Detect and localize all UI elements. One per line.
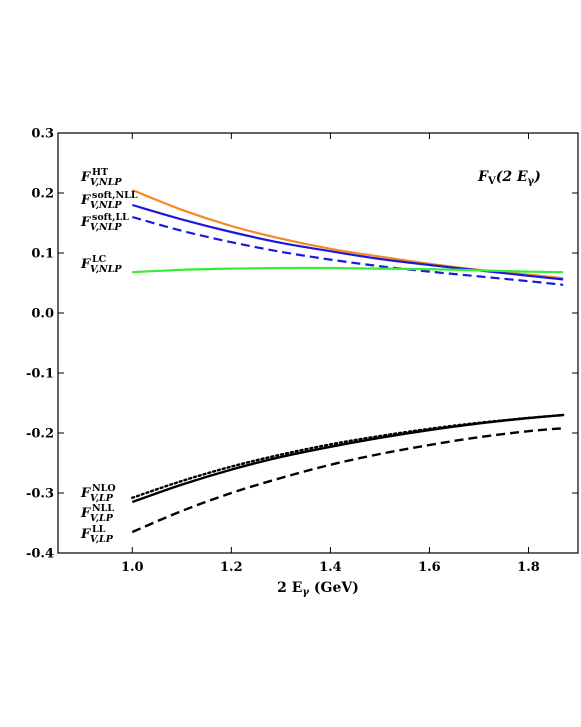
series-label-sub: V,NLP: [90, 200, 122, 211]
x-tick-label: 1.0: [121, 560, 144, 575]
x-axis-label: 2 Eγ (GeV): [277, 580, 359, 598]
y-tick-label: 0.3: [31, 127, 54, 142]
series-line-0: [131, 188, 564, 280]
y-tick-label: 0.1: [31, 247, 54, 262]
series-line-1: [131, 203, 564, 281]
series-label-sub: V,NLP: [90, 177, 122, 188]
series-label-main: F: [80, 193, 91, 208]
annotation: FV(2 Eγ): [477, 169, 541, 187]
series-label-sup: soft,NLL: [92, 190, 138, 201]
series-label-sub: V,LP: [90, 493, 114, 504]
series-label-main: F: [80, 486, 91, 501]
series-label-sup: NLL: [92, 503, 114, 514]
series-label-3: F LCV,NLP: [80, 254, 122, 275]
series-line-6: [131, 427, 564, 534]
y-tick-label: 0.2: [31, 187, 54, 202]
plot-frame: [57, 132, 579, 554]
y-tick-label: -0.1: [26, 367, 54, 382]
x-tick-label: 1.6: [418, 560, 441, 575]
series-line-3: [132, 266, 564, 274]
series-label-main: F: [80, 257, 91, 272]
series-label-sup: soft,LL: [92, 212, 129, 223]
series-label-0: F HTV,NLP: [80, 167, 122, 188]
x-tick-label: 1.8: [517, 560, 540, 575]
series-label-sub: V,LP: [90, 534, 114, 545]
series-label-main: F: [80, 215, 91, 230]
y-tick-label: 0.0: [31, 307, 54, 322]
series-line-5: [131, 413, 564, 504]
series-label-sup: HT: [92, 167, 108, 178]
x-tick-label: 1.4: [319, 560, 342, 575]
series-label-sup: LL: [92, 524, 106, 535]
y-tick-label: -0.4: [26, 547, 54, 562]
series-label-sub: V,NLP: [90, 222, 122, 233]
series-label-6: F LLV,LP: [80, 524, 114, 545]
series-label-sup: NLO: [92, 483, 116, 494]
y-tick-label: -0.2: [26, 427, 54, 442]
series-label-main: F: [80, 170, 91, 185]
axis-ticks: 1.0 1.2 1.4 1.6 1.8 -0.4 -0.3 -0.2 -0.1 0.0 0.1 0.2…: [26, 127, 578, 575]
series-label-sub: V,NLP: [90, 264, 122, 275]
x-tick-label: 1.2: [220, 560, 243, 575]
series-lines: [131, 188, 565, 534]
series-label-main: F: [80, 506, 91, 521]
y-tick-label: -0.3: [26, 487, 54, 502]
series-line-4: [131, 413, 565, 499]
series-label-sub: V,LP: [90, 513, 114, 524]
series-label-sup: LC: [92, 254, 107, 265]
series-label-main: F: [80, 527, 91, 542]
series-line-2: [131, 215, 564, 286]
